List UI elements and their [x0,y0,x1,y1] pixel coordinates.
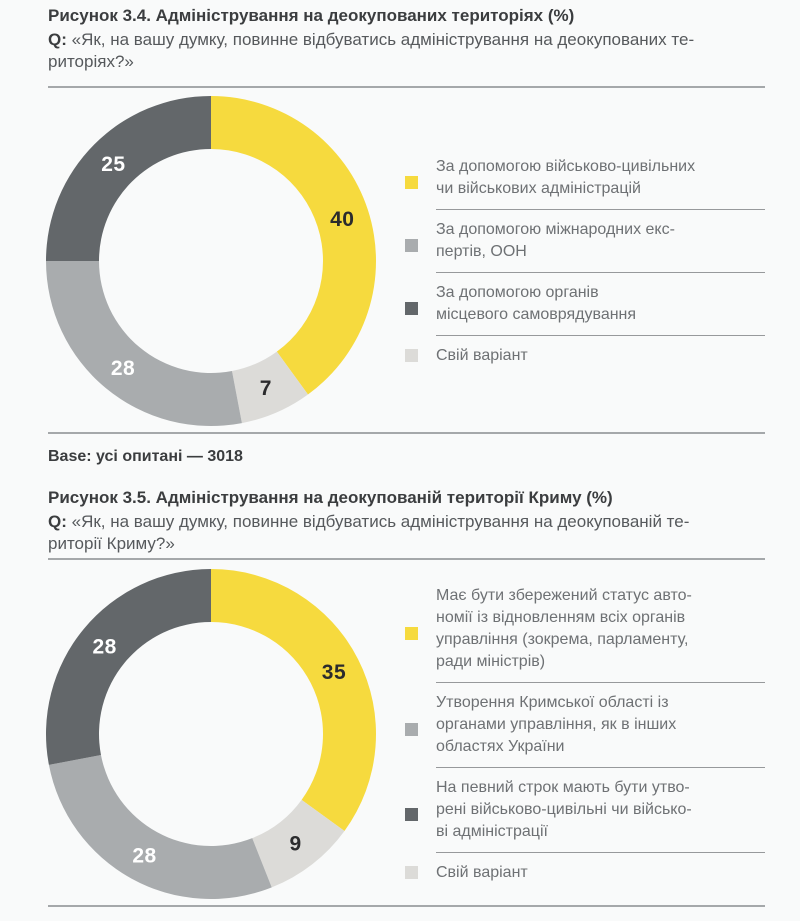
donut-value-label: 28 [111,357,135,380]
legend-2: Має бути збережений статус авто- номії і… [405,585,765,884]
legend-item: На певний строк мають бути утво- рені ві… [405,777,765,853]
legend-item-label: За допомогою військово-цивільних чи війс… [436,156,765,210]
legend-item: За допомогою військово-цивільних чи війс… [405,156,765,210]
legend-item: Свій варіант [405,345,765,367]
legend-swatch-icon [405,302,418,315]
legend-swatch-icon [405,627,418,640]
legend-item: За допомогою міжнародних екс- пертів, ОО… [405,219,765,273]
legend-item-label: Свій варіант [436,863,528,881]
legend-swatch-icon [405,808,418,821]
legend-item-label: Утворення Кримської області із органами … [436,692,765,768]
legend-1: За допомогою військово-цивільних чи війс… [405,156,765,367]
donut-value-label: 9 [289,833,301,856]
donut-value-label: 35 [322,661,346,684]
question-prefix: Q: [48,512,67,531]
donut-segment [46,261,242,427]
figure1-question: Q: «Як, на вашу думку, повинне відбувати… [48,29,765,73]
legend-item-label: Має бути збережений статус авто- номії і… [436,585,765,683]
legend-item-label: Свій варіант [436,346,528,364]
donut-value-label: 40 [330,208,354,231]
legend-swatch-icon [405,349,418,362]
legend-item: За допомогою органів місцевого самовряду… [405,282,765,336]
question-text: «Як, на вашу думку, повинне відбуватись … [48,30,695,71]
section-divider [48,432,765,434]
donut-segment [252,799,345,888]
figure1-chart-section: 40 7 28 25 За допомогою військово-цивільних… [46,95,765,427]
legend-swatch-icon [405,866,418,879]
section-divider [48,905,765,907]
donut-value-label: 28 [92,636,116,659]
legend-item: Свій варіант [405,862,765,884]
figure2-chart-section: 35 9 28 28 Має бути збережений статус авто-… [45,568,765,900]
figure1-title: Рисунок 3.4. Адміністрування на деокупов… [48,6,575,25]
figure2-title: Рисунок 3.5. Адміністрування на деокупов… [48,488,613,507]
question-prefix: Q: [48,30,67,49]
section-divider [48,558,765,560]
donut-segment [211,96,376,395]
legend-item: Має бути збережений статус авто- номії і… [405,585,765,683]
donut-segment [231,351,308,424]
legend-item-label: На певний строк мають бути утво- рені ві… [436,777,765,853]
legend-swatch-icon [405,723,418,736]
donut-segment [48,754,272,899]
section-divider [48,86,765,88]
figure2-question: Q: «Як, на вашу думку, повинне відбувати… [48,511,765,555]
donut-chart-1: 40 7 28 25 [46,96,376,427]
legend-item-label: За допомогою органів місцевого самовряду… [436,282,765,336]
donut-segment [46,96,211,261]
base-note: Base: усі опитані — 3018 [48,448,243,465]
legend-item: Утворення Кримської області із органами … [405,692,765,768]
legend-item-label: За допомогою міжнародних екс- пертів, ОО… [436,219,765,273]
donut-value-label: 28 [132,844,156,867]
donut-chart-2: 35 9 28 28 [45,569,376,899]
donut-segment [211,569,376,831]
donut-value-label: 7 [260,377,272,400]
legend-swatch-icon [405,239,418,252]
question-text: «Як, на вашу думку, повинне відбуватись … [48,512,690,553]
donut-value-label: 25 [101,153,125,176]
donut-segment [45,569,211,765]
legend-swatch-icon [405,176,418,189]
